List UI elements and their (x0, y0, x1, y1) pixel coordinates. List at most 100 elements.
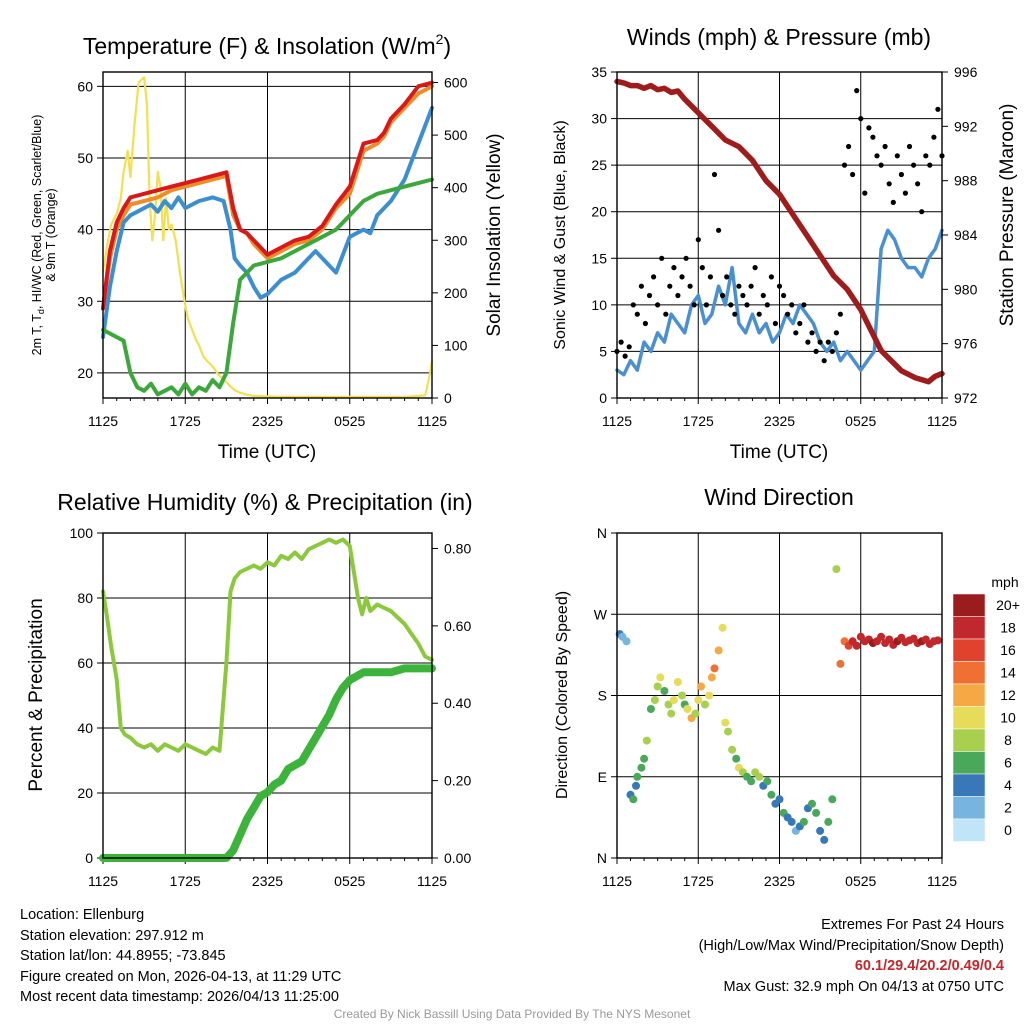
extremes-legend: (High/Low/Max Wind/Precipitation/Snow De… (698, 937, 1004, 954)
gust-point (744, 302, 750, 308)
colorbar-swatch (952, 593, 986, 617)
y-axis-label-line2: & 9m T (Orange) (44, 188, 58, 281)
figure-created-text: Figure created on Mon, 2026-04-13, at 11… (20, 968, 342, 985)
gust-point (793, 330, 799, 336)
gust-point (768, 274, 775, 280)
y2-tick-label: 972 (954, 390, 978, 406)
x-tick-label: 1125 (927, 873, 957, 889)
y-tick-label: 60 (77, 655, 93, 671)
y2-tick-label: 100 (444, 337, 468, 353)
gust-point (699, 265, 705, 271)
gust-point (801, 302, 807, 308)
chart-title-sup: 2 (436, 31, 444, 47)
x-tick-label: 1725 (683, 413, 714, 429)
chart-title: Temperature (F) & Insolation (W/m2) (83, 31, 451, 59)
y-tick-label: S (598, 688, 607, 704)
y-tick-label: 15 (591, 250, 607, 266)
extremes-values: 60.1/29.4/20.2/0.49/0.4 (854, 958, 1004, 974)
elevation-text: Station elevation: 297.912 m (20, 927, 204, 944)
direction-point (705, 691, 714, 700)
direction-point (747, 777, 756, 786)
sonic-wind-line (615, 228, 944, 377)
colorbar-swatch (952, 683, 986, 707)
y2-axis-label: Solar Insolation (Yellow) (484, 133, 505, 336)
direction-point (724, 727, 732, 736)
gust-point (785, 311, 791, 317)
y-tick-label: E (598, 769, 607, 785)
direction-point (824, 817, 833, 826)
x-tick-label: 0525 (845, 413, 876, 429)
x-tick-label: 2325 (764, 413, 795, 429)
colorbar-swatch (952, 706, 986, 730)
direction-point (640, 754, 649, 763)
direction-point (710, 664, 719, 673)
location-text: Location: Ellenburg (20, 907, 145, 923)
gust-point (890, 199, 896, 205)
direction-point (828, 795, 837, 804)
extremes-title: Extremes For Past 24 Hours (821, 917, 1004, 933)
direction-point (877, 632, 886, 641)
gust-point (728, 302, 734, 308)
colorbar-label: 16 (1000, 642, 1016, 658)
station-info: Location: Ellenburg Station elevation: 2… (20, 905, 341, 1008)
gust-point (671, 265, 677, 271)
gust-point (813, 348, 819, 354)
colorbar-label: 10 (1000, 710, 1016, 726)
x-tick-label: 2325 (764, 873, 795, 889)
x-tick-label: 1125 (88, 873, 118, 889)
direction-point (799, 817, 808, 826)
y-tick-label: 30 (591, 111, 607, 127)
direction-point (820, 835, 829, 844)
plot-border (102, 71, 433, 399)
winds-pressure-chart: 1125 1725 2325 0525 1125 0 5 10 15 20 25 30 35 972 976… (552, 24, 1018, 463)
direction-point (646, 705, 655, 713)
gust-point (882, 143, 888, 150)
y2-tick-label: 996 (954, 64, 978, 80)
y-axis-label: Direction (Colored By Speed) (554, 591, 571, 799)
chart-title-main: Temperature (F) & Insolation (W/m (83, 33, 436, 59)
y-axis-label-sub: d (36, 309, 46, 314)
colorbar-title: mph (991, 574, 1018, 590)
gust-point (634, 311, 640, 317)
direction-point (697, 682, 705, 691)
gust-point (630, 302, 636, 308)
gust-point (906, 143, 913, 150)
gust-point (927, 162, 933, 168)
direction-point (694, 696, 703, 704)
colorbar-swatch (952, 818, 986, 842)
direction-point (775, 795, 784, 804)
direction-point (660, 687, 669, 695)
y2-tick-label: 0 (444, 390, 452, 406)
direction-point (691, 709, 700, 718)
gust-point (691, 302, 697, 308)
x-tick-label: 0525 (845, 873, 876, 889)
x-tick-label: 1125 (927, 413, 957, 429)
colorbar-swatch (952, 773, 986, 797)
credit-text: Created By Nick Bassill Using Data Provi… (333, 1007, 691, 1021)
gust-point (866, 125, 872, 131)
x-tick-label: 2325 (252, 873, 283, 889)
gust-point (716, 227, 722, 233)
direction-point (852, 641, 861, 650)
colorbar-swatch (952, 728, 986, 752)
x-tick-label: 1125 (602, 413, 632, 429)
y-tick-label: 25 (591, 157, 607, 173)
gust-point (781, 292, 787, 299)
gust-point (675, 292, 681, 299)
direction-point (650, 696, 659, 704)
direction-point (728, 745, 737, 754)
chart-title: Wind Direction (704, 484, 854, 510)
y-tick-label: 5 (599, 343, 607, 359)
colorbar-label: 18 (1000, 620, 1016, 636)
gust-point (858, 116, 864, 122)
y-tick-label: N (597, 850, 607, 866)
direction-point (633, 772, 642, 781)
station-pressure-line (614, 78, 945, 385)
y-tick-label: N (597, 525, 607, 541)
y-axis-label-part: 2m T, T (30, 314, 44, 356)
gust-point (776, 283, 783, 289)
x-tick-label: 1125 (88, 413, 118, 429)
y2-tick-label: 992 (954, 118, 978, 134)
gust-point (919, 209, 925, 215)
